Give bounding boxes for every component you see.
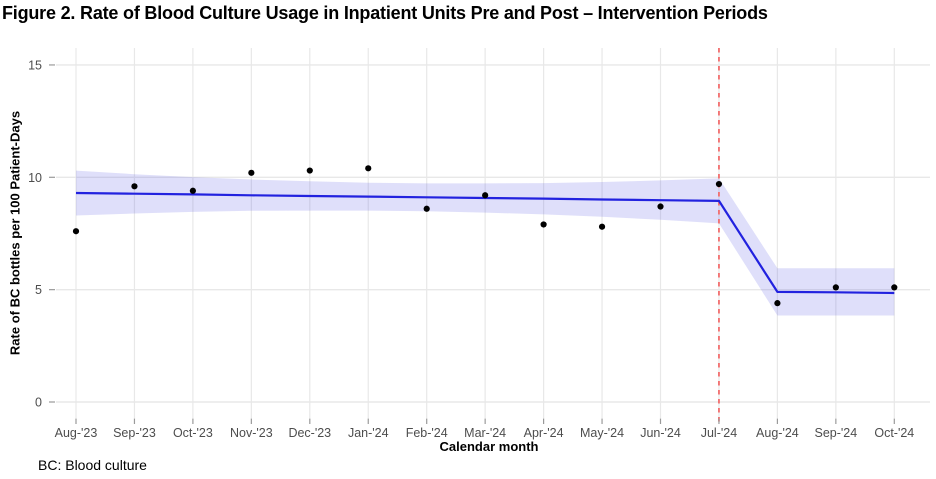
data-point: [832, 284, 839, 291]
x-axis-title: Calendar month: [439, 439, 539, 454]
x-tick-label: Feb-'24: [406, 426, 448, 440]
x-tick-label: Jan-'24: [348, 426, 389, 440]
data-point: [72, 228, 80, 235]
data-point: [540, 221, 547, 228]
data-point: [891, 284, 898, 291]
figure-title: Figure 2. Rate of Blood Culture Usage in…: [2, 3, 768, 23]
x-tick-label: Sep-'23: [113, 426, 156, 440]
y-tick-label: 10: [28, 171, 42, 185]
data-point: [306, 167, 313, 174]
x-tick-label: Nov-'23: [230, 426, 273, 440]
x-tick-label: Aug-'23: [55, 426, 98, 440]
data-point: [365, 165, 372, 172]
x-tick-label: Mar-'24: [464, 426, 506, 440]
confidence-band: [76, 170, 895, 316]
data-point: [657, 203, 664, 210]
data-point: [131, 183, 138, 190]
x-tick-label: Dec-'23: [288, 426, 331, 440]
x-tick-label: Apr-'24: [524, 426, 564, 440]
y-tick-label: 0: [35, 396, 42, 410]
footnote: BC: Blood culture: [38, 457, 147, 473]
x-tick-label: Oct-'23: [173, 426, 213, 440]
x-tick-label: Oct-'24: [874, 426, 914, 440]
y-tick-label: 15: [28, 58, 42, 72]
y-tick-label: 5: [35, 283, 42, 297]
data-point: [715, 180, 723, 188]
data-point: [482, 192, 489, 199]
data-point: [189, 187, 196, 194]
x-tick-label: Jul-'24: [701, 426, 737, 440]
data-point: [423, 205, 430, 212]
x-tick-label: Jun-'24: [640, 426, 681, 440]
x-tick-label: Sep-'24: [814, 426, 857, 440]
x-tick-label: May-'24: [580, 426, 624, 440]
x-tick-label: Aug-'24: [756, 426, 799, 440]
data-point: [598, 223, 606, 230]
data-point: [248, 169, 255, 176]
data-point: [774, 300, 781, 307]
